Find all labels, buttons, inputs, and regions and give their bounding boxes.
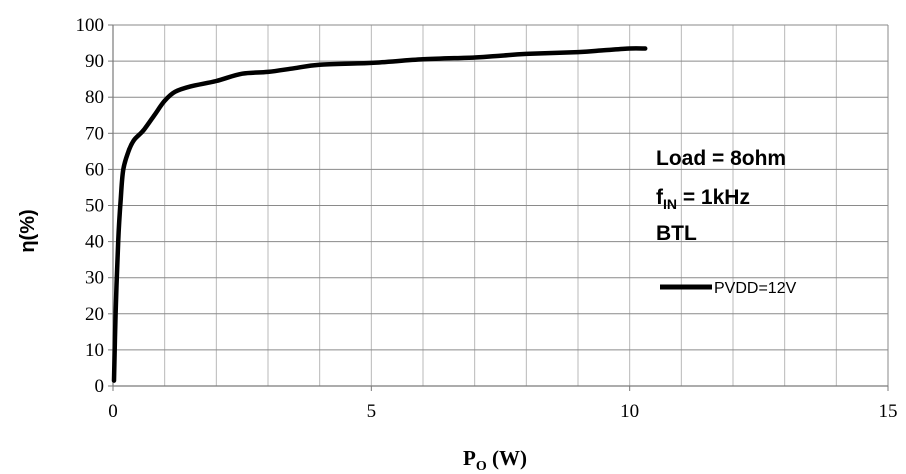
x-tick-label: 5 [367, 401, 377, 422]
y-tick-label: 80 [85, 87, 104, 108]
legend: PVDD=12V [660, 280, 797, 297]
x-axis-label-main: P [463, 446, 476, 470]
x-axis-label-unit: (W) [487, 446, 527, 470]
y-tick-label: 90 [85, 51, 104, 72]
annotation-load: Load = 8ohm [656, 147, 786, 170]
y-tick-label: 70 [85, 123, 104, 144]
annotation-frequency-rest: = 1kHz [677, 186, 750, 209]
series-line-pvdd-12v [111, 46, 648, 383]
annotation-block: Load = 8ohm fIN = 1kHz BTL [656, 147, 786, 245]
y-axis-label: η(%) [17, 209, 39, 252]
x-axis-label: PO (W) [463, 446, 527, 474]
x-axis-label-sub: O [476, 459, 487, 474]
annotation-frequency-sub: IN [663, 196, 677, 212]
y-tick-label: 50 [85, 196, 104, 217]
y-tick-label: 0 [95, 376, 105, 397]
x-tick-label: 10 [620, 401, 639, 422]
annotation-btl: BTL [656, 222, 697, 245]
annotation-frequency: fIN = 1kHz [656, 186, 750, 212]
y-tick-label: 30 [85, 268, 104, 289]
y-tick-label: 10 [85, 340, 104, 361]
grid-lines [113, 24, 889, 386]
y-tick-label: 20 [85, 304, 104, 325]
y-tick-label: 60 [85, 159, 104, 180]
x-tick-labels: 0 5 10 15 [108, 401, 897, 422]
legend-label: PVDD=12V [714, 280, 797, 297]
annotation-frequency-main: f [656, 186, 664, 209]
y-tick-label: 40 [85, 232, 104, 253]
x-tick-label: 15 [879, 401, 898, 422]
axes [108, 24, 889, 391]
x-tick-label: 0 [108, 401, 118, 422]
y-tick-labels: 0 10 20 30 40 50 60 70 80 90 100 [76, 15, 105, 397]
y-tick-label: 100 [76, 15, 105, 36]
series-group [111, 46, 648, 383]
